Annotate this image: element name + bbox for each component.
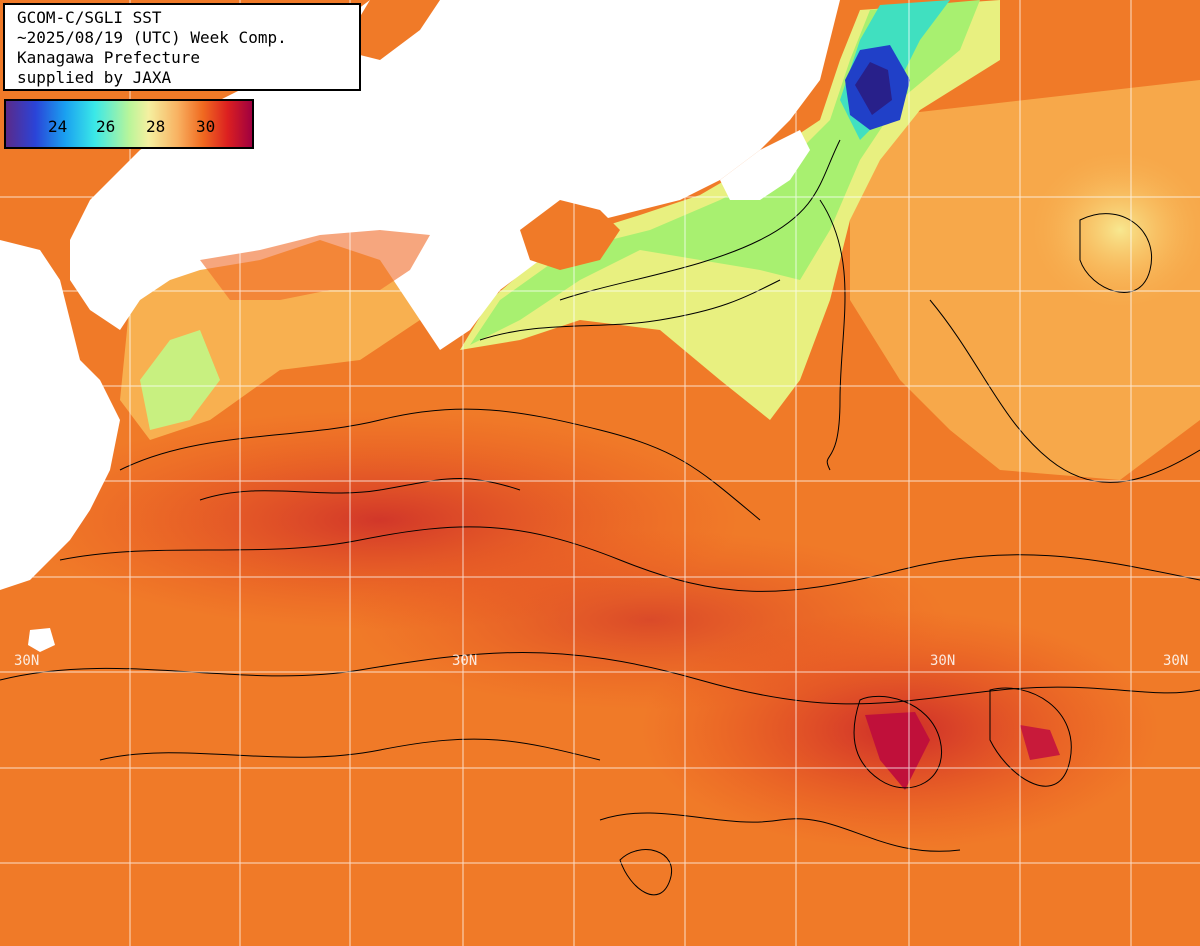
hot-spot-2 xyxy=(1020,725,1060,760)
warm-coast-north xyxy=(340,0,440,60)
cool-patch-east xyxy=(1030,150,1200,310)
date-line: ~2025/08/19 (UTC) Week Comp. xyxy=(17,28,287,47)
land-kii xyxy=(520,200,620,270)
inland-sea-green xyxy=(140,330,220,430)
colorbar-tick-24: 24 xyxy=(48,117,68,136)
latitude-label-right: 30N xyxy=(1163,653,1189,669)
contour-lines xyxy=(0,139,1200,896)
colorbar-tick-30: 30 xyxy=(196,117,216,136)
warm-coast-strip xyxy=(200,230,430,300)
land-izu-island xyxy=(28,628,55,652)
hot-spot xyxy=(865,712,930,790)
hot-band-center xyxy=(350,530,950,710)
colorbar-tick-28: 28 xyxy=(146,117,166,136)
supplier-line: supplied by JAXA xyxy=(17,68,172,87)
colorbar-tick-26: 26 xyxy=(96,117,116,136)
land-peninsula xyxy=(470,160,500,200)
latitude-label-mid2: 30N xyxy=(930,653,956,669)
map-info-box: GCOM-C/SGLI SST ~2025/08/19 (UTC) Week C… xyxy=(3,3,361,91)
prefecture-line: Kanagawa Prefecture xyxy=(17,48,201,67)
product-title: GCOM-C/SGLI SST xyxy=(17,8,162,27)
temperature-colorbar: 24 26 28 30 xyxy=(4,99,254,149)
land-small-island xyxy=(5,375,25,400)
land-shikoku xyxy=(0,240,120,590)
latitude-label-mid1: 30N xyxy=(452,653,478,669)
land-east-cape xyxy=(720,130,810,200)
cold-water-core xyxy=(855,62,892,115)
latitude-label-left: 30N xyxy=(14,653,40,669)
